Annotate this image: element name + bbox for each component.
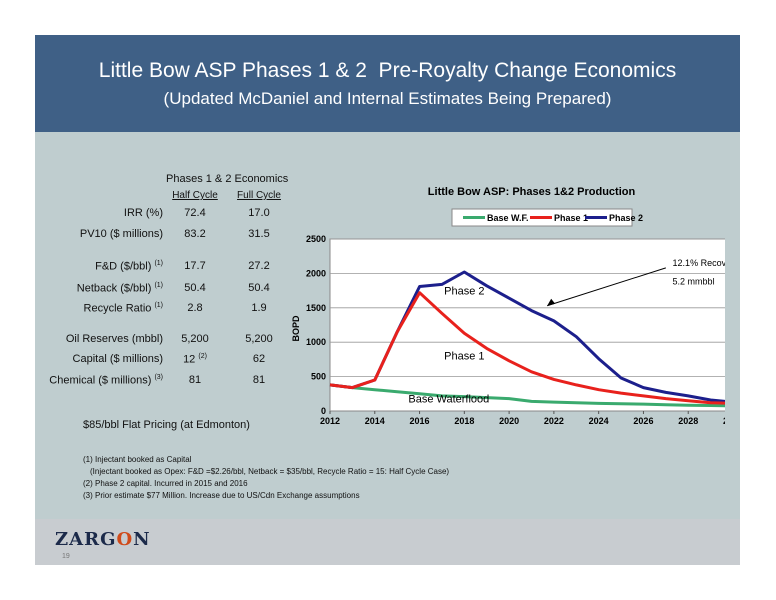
econ-full-cycle-value: 81 (252, 374, 266, 386)
legend-entry: Base W.F. (487, 213, 529, 223)
econ-full-cycle-value: 31.5 (248, 228, 270, 240)
x-tick-label: 2024 (589, 416, 609, 426)
recovery-annotation: 5.2 mmbbl (673, 276, 715, 286)
footnote-3: (3) Prior estimate $77 Million. Increase… (83, 491, 360, 500)
legend-entry: Phase 1 (554, 213, 588, 223)
econ-full-cycle-value: 5,200 (245, 333, 273, 345)
econ-row-label: PV10 ($ millions) (35, 228, 163, 240)
y-tick-label: 2000 (306, 268, 326, 278)
economics-heading: Phases 1 & 2 Economics (166, 173, 289, 185)
curve-label: Phase 1 (444, 350, 484, 362)
x-tick-label: 2030 (723, 416, 725, 426)
econ-half-cycle-value: 83.2 (165, 228, 225, 240)
logo-o: O (116, 529, 134, 550)
econ-row-label: F&D ($/bbl) (1) (35, 260, 163, 273)
half-cycle-header: Half Cycle (172, 190, 218, 201)
annotation-arrow-head (547, 298, 556, 306)
econ-row-label: Oil Reserves (mbbl) (35, 333, 163, 345)
curve-label: Phase 2 (444, 286, 484, 298)
y-tick-label: 1000 (306, 337, 326, 347)
econ-full-cycle-value: 62 (252, 353, 266, 365)
econ-row-label: Capital ($ millions) (35, 353, 163, 365)
econ-row-label: Netback ($/bbl) (1) (35, 282, 163, 295)
annotation-arrow-line (547, 267, 666, 307)
chart-title: Little Bow ASP: Phases 1&2 Production (428, 186, 636, 198)
econ-half-text: 72.4 (184, 207, 206, 219)
slide-subtitle: (Updated McDaniel and Internal Estimates… (163, 89, 612, 108)
econ-label-footnote: (1) (154, 302, 163, 309)
recovery-annotation: 12.1% Recovery (673, 258, 725, 268)
title-banner: Little Bow ASP Phases 1 & 2 Pre-Royalty … (35, 35, 740, 132)
econ-full-cycle-value: 50.4 (248, 282, 270, 294)
slide: Little Bow ASP Phases 1 & 2 Pre-Royalty … (35, 35, 743, 565)
production-chart: Little Bow ASP: Phases 1&2 Production Bas… (285, 185, 743, 440)
full-cycle-header: Full Cycle (237, 190, 281, 201)
econ-half-text: 81 (188, 374, 202, 386)
econ-label-text: Chemical ($ millions) (49, 374, 152, 387)
footnote-1-detail: (Injectant booked as Opex: F&D =$2.26/bb… (90, 467, 450, 476)
econ-half-cycle-value: 72.4 (165, 207, 225, 219)
econ-label-text: Netback ($/bbl) (76, 282, 152, 295)
econ-half-text: 50.4 (184, 282, 206, 294)
econ-half-text: 12 (183, 353, 196, 366)
econ-full-cycle-value: 27.2 (248, 260, 270, 272)
econ-row-label: Chemical ($ millions) (3) (35, 374, 163, 387)
econ-half-cycle-value: 2.8 (165, 302, 225, 314)
econ-half-footnote: (2) (198, 353, 207, 360)
x-tick-label: 2014 (365, 416, 385, 426)
legend-entry: Phase 2 (609, 213, 643, 223)
y-tick-label: 2500 (306, 234, 326, 244)
econ-row-label: IRR (%) (35, 207, 163, 219)
footer-band (35, 519, 740, 565)
series-line (329, 291, 734, 405)
econ-label-footnote: (1) (154, 282, 163, 289)
y-tick-label: 1500 (306, 303, 326, 313)
slide-title: Little Bow ASP Phases 1 & 2 Pre-Royalty … (98, 59, 677, 82)
footnote-1: (1) Injectant booked as Capital (83, 455, 192, 464)
page-number: 19 (62, 553, 70, 560)
logo-text-start: ZARG (55, 529, 117, 550)
y-tick-label: 0 (321, 406, 326, 416)
econ-full-cycle-value: 1.9 (251, 302, 267, 314)
econ-full-cycle-value: 17.0 (248, 207, 270, 219)
econ-half-text: 17.7 (184, 260, 206, 272)
x-tick-label: 2018 (454, 416, 474, 426)
zargon-logo: ZARGON (55, 529, 151, 550)
econ-label-text: IRR (%) (123, 207, 163, 219)
y-axis-label: BOPD (291, 315, 301, 342)
econ-half-text: 5,200 (181, 333, 209, 345)
x-tick-label: 2020 (499, 416, 519, 426)
econ-label-footnote: (1) (154, 260, 163, 267)
econ-half-text: 2.8 (187, 302, 203, 314)
econ-label-footnote: (3) (154, 374, 163, 381)
econ-label-text: Recycle Ratio (83, 302, 152, 315)
y-tick-label: 500 (311, 372, 326, 382)
econ-label-text: PV10 ($ millions) (79, 228, 163, 240)
series-line (329, 383, 734, 408)
econ-half-text: 83.2 (184, 228, 206, 240)
x-tick-label: 2026 (633, 416, 653, 426)
x-tick-label: 2012 (320, 416, 340, 426)
econ-half-cycle-value: 5,200 (165, 333, 225, 345)
footnote-2: (2) Phase 2 capital. Incurred in 2015 an… (83, 479, 248, 488)
econ-half-cycle-value: 81 (165, 374, 225, 386)
logo-text-end: N (133, 529, 151, 550)
econ-half-cycle-value: 12 (2) (165, 353, 225, 366)
econ-label-text: Capital ($ millions) (72, 353, 163, 365)
x-tick-label: 2028 (678, 416, 698, 426)
plot-area (329, 238, 734, 412)
econ-half-cycle-value: 50.4 (165, 282, 225, 294)
econ-label-text: Oil Reserves (mbbl) (65, 333, 163, 345)
x-tick-label: 2022 (544, 416, 564, 426)
econ-label-text: F&D ($/bbl) (95, 260, 152, 273)
x-tick-label: 2016 (410, 416, 430, 426)
pricing-note: $85/bbl Flat Pricing (at Edmonton) (83, 419, 250, 431)
econ-row-label: Recycle Ratio (1) (35, 302, 163, 315)
curve-label: Base Waterflood (408, 394, 489, 406)
econ-half-cycle-value: 17.7 (165, 260, 225, 272)
